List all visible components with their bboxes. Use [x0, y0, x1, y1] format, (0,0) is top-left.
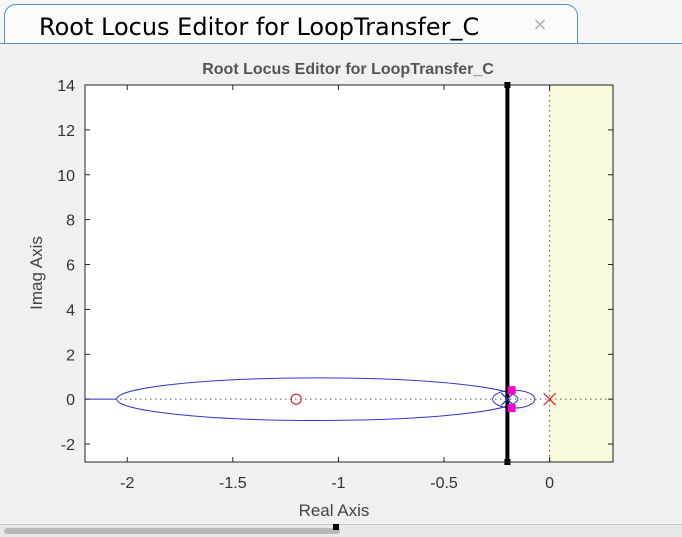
root-locus-plot[interactable]: Root Locus Editor for LoopTransfer_C -2 -…	[0, 44, 682, 522]
close-icon[interactable]: ⨯	[532, 14, 548, 34]
x-tick-label: -1.5	[219, 475, 247, 492]
pole-marker-stroke	[543, 392, 557, 406]
y-tick-label: 12	[57, 123, 75, 140]
locus-branch-ellipse	[116, 377, 519, 421]
pole-marker-stroke	[500, 392, 514, 406]
y-tick-label: 10	[57, 168, 75, 185]
tab-title: Root Locus Editor for LoopTransfer_C	[39, 13, 480, 41]
x-tick-label: -2	[120, 475, 134, 492]
y-tick-label: 0	[66, 392, 75, 409]
closed-loop-pole-marker	[507, 404, 516, 413]
closed-loop-pole-marker	[507, 386, 516, 395]
zero-marker	[290, 393, 302, 405]
pole-marker	[543, 392, 557, 406]
x-tick-label: 0	[545, 475, 554, 492]
y-axis-label: Imag Axis	[27, 236, 46, 310]
x-axis-label: Real Axis	[299, 501, 370, 520]
tab-underline	[0, 43, 682, 44]
y-tick-label: 6	[66, 258, 75, 275]
plot-area	[85, 85, 613, 462]
tab-strip: Root Locus Editor for LoopTransfer_C ⨯	[0, 0, 682, 44]
plot-panel: Root Locus Editor for LoopTransfer_C -2 -…	[0, 44, 682, 522]
scroll-thumb[interactable]	[4, 528, 340, 534]
y-tick-label: -2	[61, 437, 75, 454]
plot-frame	[84, 84, 614, 463]
split-handle[interactable]	[333, 524, 339, 530]
pole-marker	[500, 392, 514, 406]
y-tick-label: 14	[57, 78, 75, 95]
unstable-region	[549, 85, 613, 462]
y-tick-label: 2	[66, 347, 75, 364]
tab-root-locus-editor[interactable]: Root Locus Editor for LoopTransfer_C ⨯	[4, 4, 578, 44]
plot-title: Root Locus Editor for LoopTransfer_C	[202, 61, 494, 78]
x-tick-label: -1	[331, 475, 345, 492]
y-tick-label: 8	[66, 213, 75, 230]
y-tick-label: 4	[66, 302, 75, 319]
x-tick-label: -0.5	[430, 475, 458, 492]
